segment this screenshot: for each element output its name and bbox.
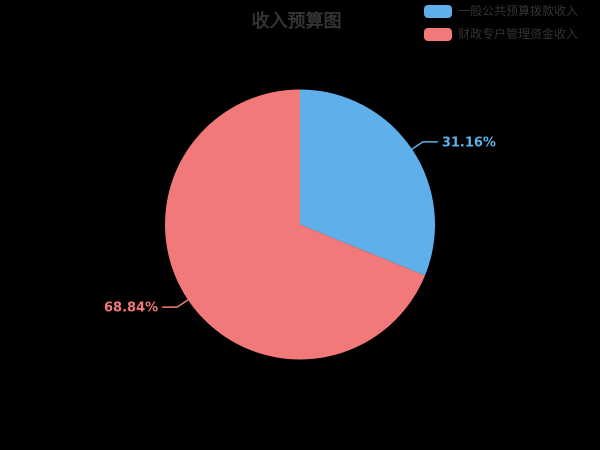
legend: 一般公共预算拨款收入 财政专户管理资金收入 bbox=[424, 4, 578, 50]
legend-item-fiscal-account-fund[interactable]: 财政专户管理资金收入 bbox=[424, 27, 578, 41]
label-leader-line-0 bbox=[411, 141, 438, 150]
label-leader-line-1 bbox=[162, 299, 189, 308]
percent-label-1: 68.84% bbox=[104, 301, 158, 316]
legend-item-label: 财政专户管理资金收入 bbox=[458, 27, 579, 41]
legend-swatch-red bbox=[424, 27, 452, 41]
legend-item-label: 一般公共预算拨款收入 bbox=[458, 4, 579, 18]
chart-title: 收入预算图 bbox=[251, 11, 342, 32]
pie-slice-0[interactable] bbox=[300, 89, 435, 276]
legend-swatch-blue bbox=[424, 4, 452, 18]
legend-item-general-public-budget[interactable]: 一般公共预算拨款收入 bbox=[424, 4, 578, 18]
percent-label-0: 31.16% bbox=[442, 135, 496, 150]
pie-slice-1[interactable] bbox=[164, 89, 426, 360]
